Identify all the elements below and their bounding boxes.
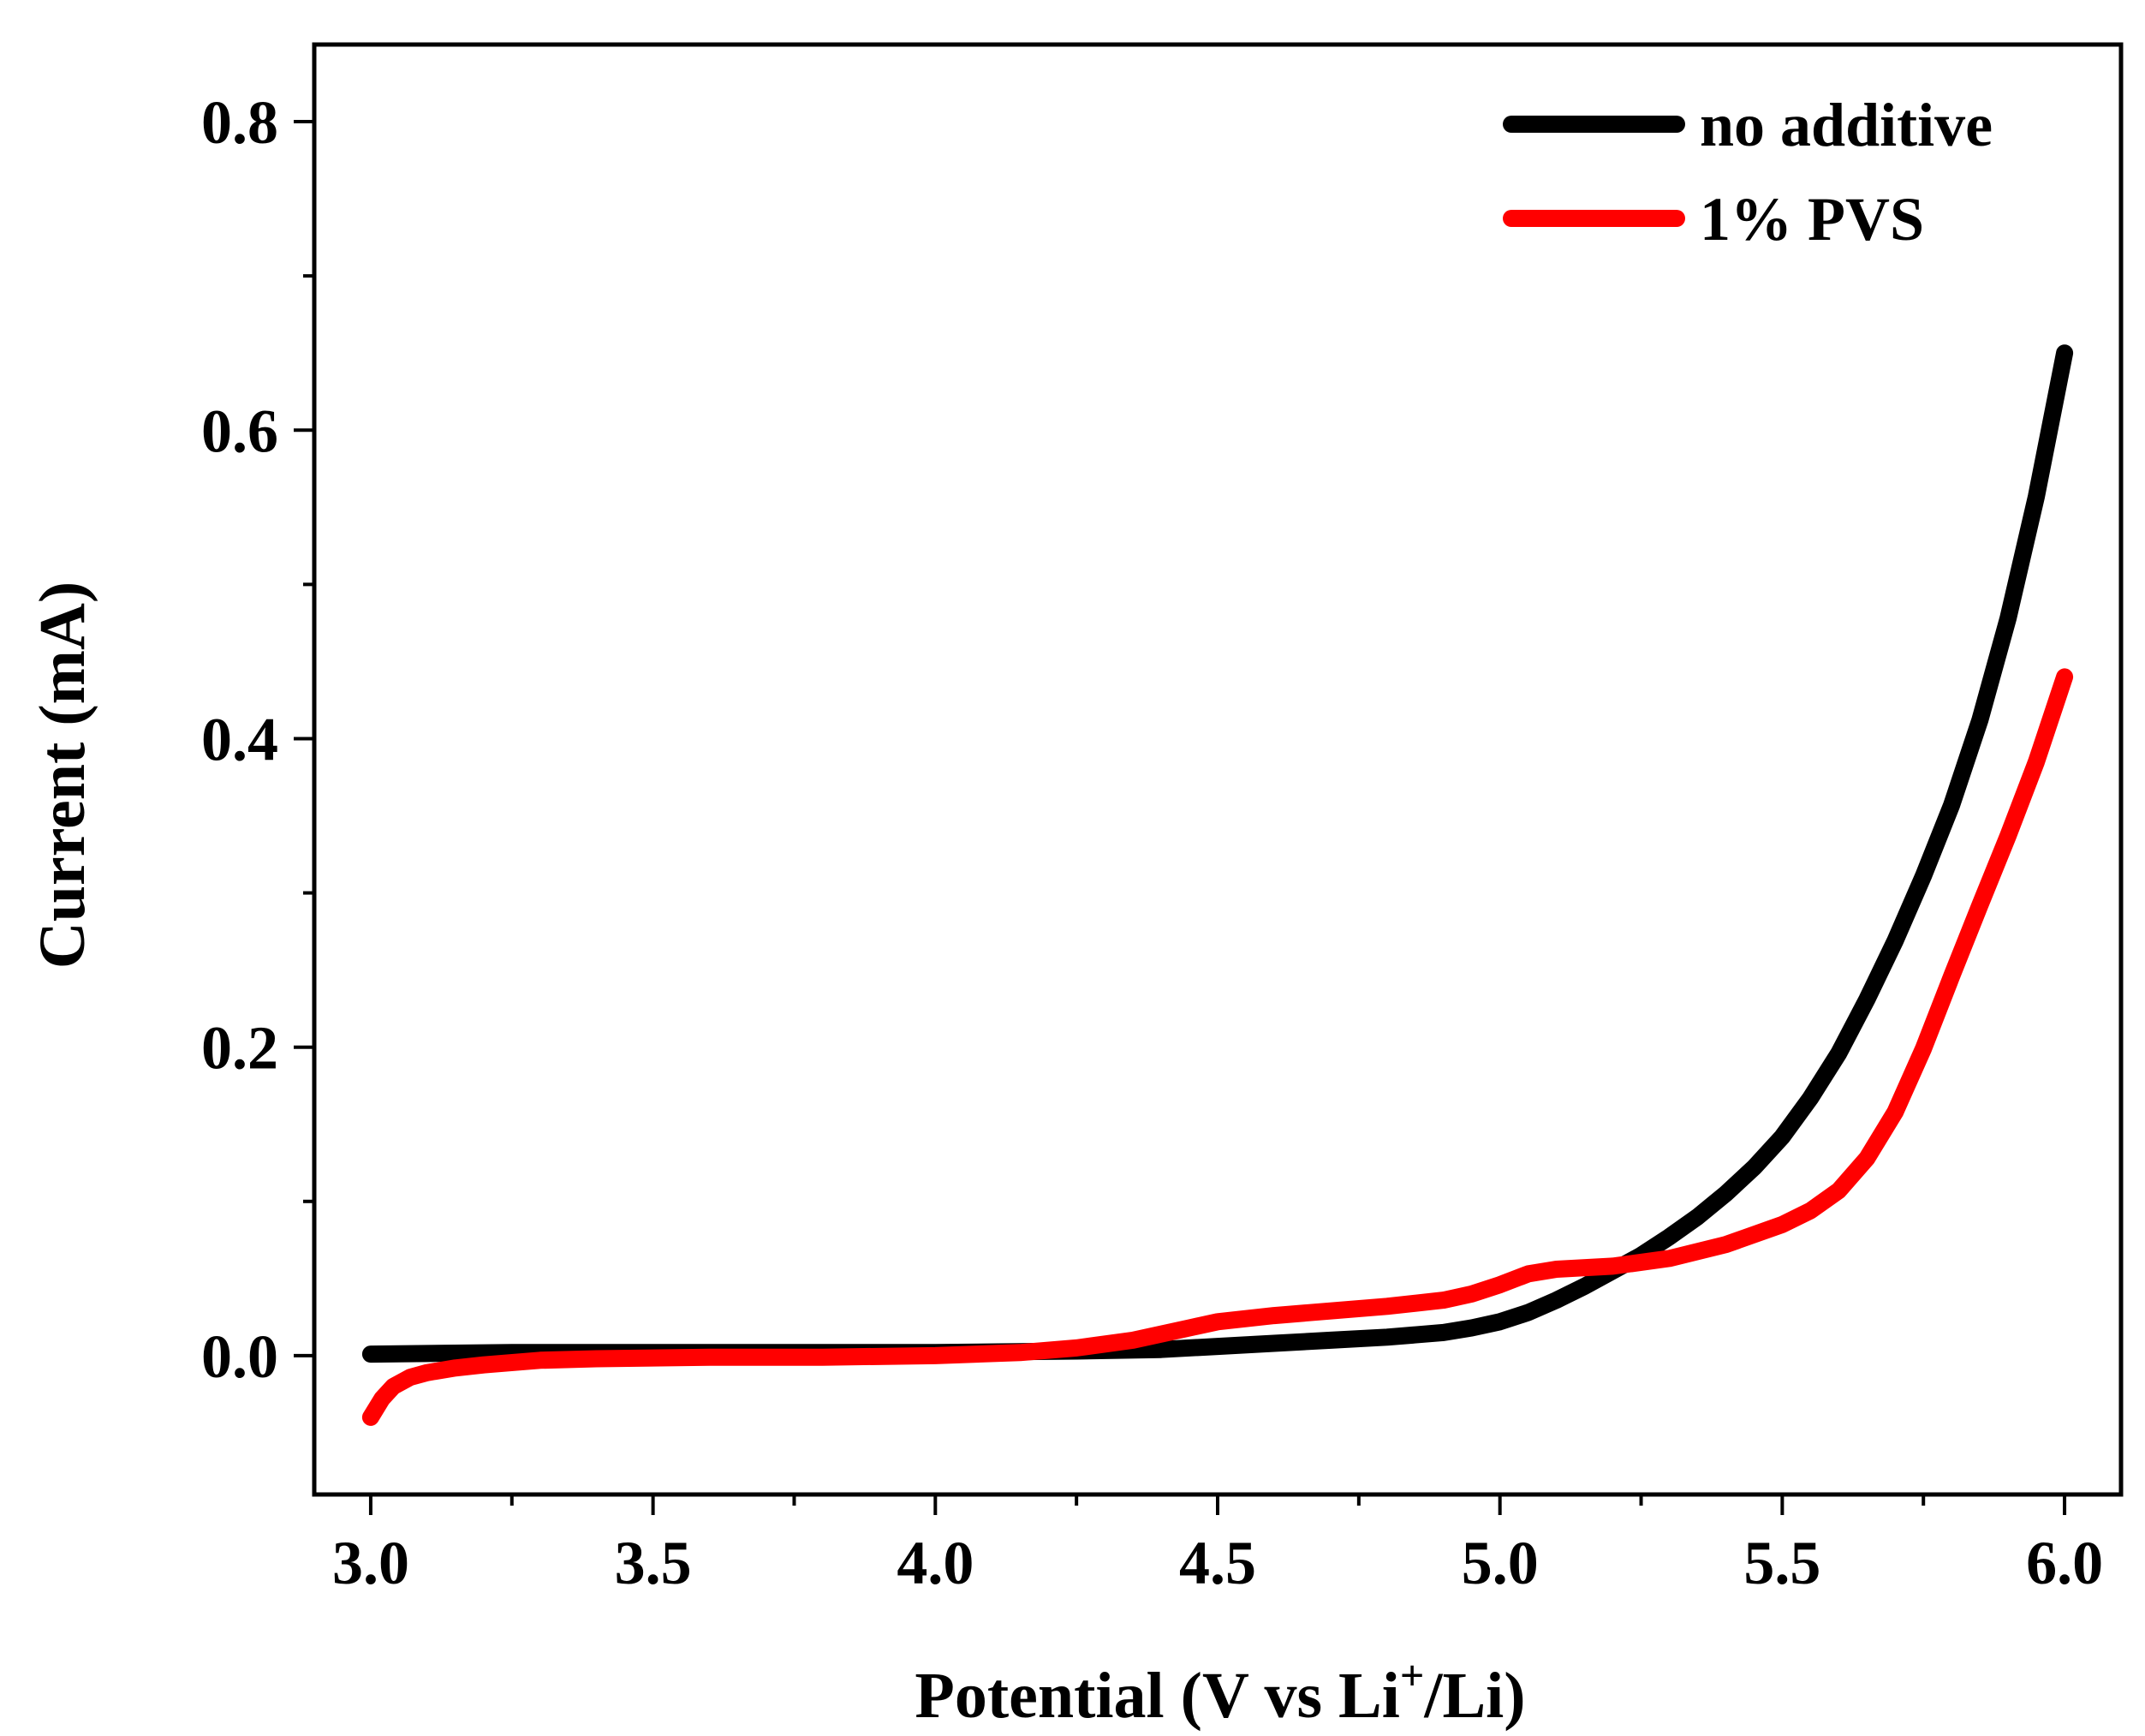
legend-label: no additive	[1700, 91, 1993, 159]
x-axis-title: Potential (V vs Li+/Li)	[915, 1651, 1525, 1732]
x-axis-title-main: Potential (V vs Li	[915, 1660, 1399, 1732]
y-tick-label: 0.4	[201, 705, 278, 773]
x-tick-label: 3.5	[615, 1529, 692, 1597]
x-tick-label: 3.0	[332, 1529, 409, 1597]
x-axis: 3.0 3.5 4.0 4.5 5.0 5.5 6.0	[332, 1494, 2103, 1597]
legend: no additive 1% PVS	[1503, 91, 1993, 254]
x-axis-title-superscript: +	[1400, 1651, 1425, 1699]
series-lines	[361, 344, 2074, 1426]
legend-label: 1% PVS	[1700, 185, 1924, 254]
x-tick-label: 5.0	[1462, 1529, 1539, 1597]
x-tick-label: 4.5	[1179, 1529, 1256, 1597]
y-axis: 0.0 0.2 0.4 0.6 0.8	[201, 88, 314, 1391]
x-tick-label: 6.0	[2026, 1529, 2103, 1597]
x-tick-label: 5.5	[1743, 1529, 1820, 1597]
y-tick-label: 0.8	[201, 88, 278, 157]
x-axis-title-suffix: /Li)	[1423, 1660, 1525, 1732]
series-line-1-pvs	[361, 668, 2074, 1426]
x-tick-label: 4.0	[897, 1529, 974, 1597]
y-tick-label: 0.0	[201, 1322, 278, 1391]
y-tick-label: 0.6	[201, 397, 278, 465]
y-tick-label: 0.2	[201, 1014, 278, 1083]
plot-frame	[312, 42, 2124, 1497]
y-axis-title: Current (mA)	[27, 582, 98, 969]
